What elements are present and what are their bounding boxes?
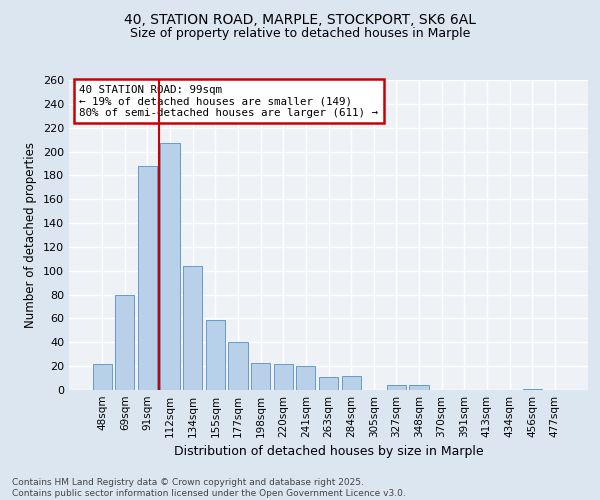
Bar [387, 385, 406, 390]
Bar [523, 389, 542, 390]
Bar [409, 385, 428, 390]
Bar [251, 362, 270, 390]
Bar [274, 364, 293, 390]
X-axis label: Distribution of detached houses by size in Marple: Distribution of detached houses by size … [173, 446, 484, 458]
Bar [341, 376, 361, 390]
Bar [138, 166, 157, 390]
Text: 40 STATION ROAD: 99sqm
← 19% of detached houses are smaller (149)
80% of semi-de: 40 STATION ROAD: 99sqm ← 19% of detached… [79, 84, 379, 118]
Text: Size of property relative to detached houses in Marple: Size of property relative to detached ho… [130, 28, 470, 40]
Bar [183, 266, 202, 390]
Y-axis label: Number of detached properties: Number of detached properties [25, 142, 37, 328]
Bar [296, 366, 316, 390]
Bar [160, 143, 180, 390]
Text: 40, STATION ROAD, MARPLE, STOCKPORT, SK6 6AL: 40, STATION ROAD, MARPLE, STOCKPORT, SK6… [124, 12, 476, 26]
Bar [319, 377, 338, 390]
Bar [206, 320, 225, 390]
Bar [229, 342, 248, 390]
Text: Contains HM Land Registry data © Crown copyright and database right 2025.
Contai: Contains HM Land Registry data © Crown c… [12, 478, 406, 498]
Bar [92, 364, 112, 390]
Bar [115, 294, 134, 390]
